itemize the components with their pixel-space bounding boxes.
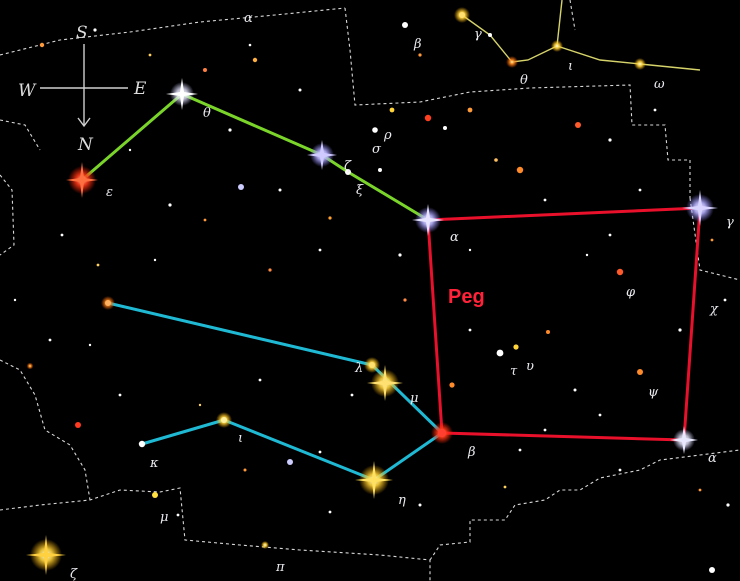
label-eta: η — [398, 493, 406, 508]
star-alpha-andromedae — [670, 426, 698, 454]
major-stars — [26, 7, 718, 575]
label-pi: π — [275, 560, 285, 575]
star-kappa — [138, 440, 146, 448]
star-top-cluster — [454, 7, 646, 70]
star-eta — [355, 461, 393, 499]
label-sigma: σ — [372, 142, 382, 157]
label-lambda: λ — [354, 361, 363, 376]
label-mu: μ — [410, 391, 418, 406]
label-theta-top: θ — [520, 73, 528, 88]
star-theta — [166, 78, 198, 110]
label-iota: ι — [238, 431, 243, 446]
star-beta — [431, 422, 453, 444]
star-xi — [345, 169, 351, 175]
label-gamma: γ — [726, 215, 734, 230]
star-lambda — [367, 365, 403, 401]
label-phi: φ — [626, 285, 636, 300]
compass-north: N — [77, 135, 94, 155]
label-epsilon: ε — [106, 185, 113, 200]
label-zeta-lower: ζ — [70, 567, 78, 581]
compass-south: S — [76, 23, 88, 43]
label-upsilon: υ — [526, 359, 534, 374]
label-mu-lower: μ — [160, 510, 168, 525]
label-iota-top: ι — [568, 59, 573, 74]
star-alpha — [412, 204, 444, 236]
label-zeta: ζ — [344, 159, 352, 174]
star-iota — [216, 412, 232, 428]
star-epsilon — [66, 162, 98, 198]
label-psi: ψ — [648, 385, 659, 400]
background-stars — [13, 22, 730, 573]
star-bottom-left — [26, 535, 66, 575]
star-zeta — [307, 140, 337, 170]
label-alpha: α — [450, 230, 459, 245]
label-alpha-right: α — [708, 451, 717, 466]
label-rho: ρ — [383, 128, 392, 143]
label-omega-top: ω — [654, 77, 665, 92]
label-beta: β — [467, 445, 476, 460]
compass-rose: N S E W — [18, 23, 147, 155]
star-mu — [364, 357, 380, 373]
star-pi — [101, 296, 115, 310]
label-gamma-top: γ — [474, 27, 482, 42]
label-alpha-top: α — [244, 11, 253, 26]
star-labels: θ ζ ξ ρ σ ε α γ χ φ ψ τ υ μ β λ ι κ η μ … — [70, 11, 734, 581]
neighbor-constellation-lines — [461, 0, 701, 71]
label-chi: χ — [709, 302, 719, 317]
compass-west: W — [18, 81, 37, 101]
star-gamma — [682, 190, 718, 226]
label-tau: τ — [510, 364, 518, 379]
label-xi: ξ — [356, 183, 364, 198]
compass-east: E — [133, 79, 147, 99]
constellation-label: Peg — [448, 286, 485, 308]
lower-hind-leg-line — [140, 418, 444, 482]
label-theta: θ — [203, 106, 211, 121]
label-beta-top: β — [413, 37, 422, 52]
label-kappa: κ — [149, 456, 159, 471]
